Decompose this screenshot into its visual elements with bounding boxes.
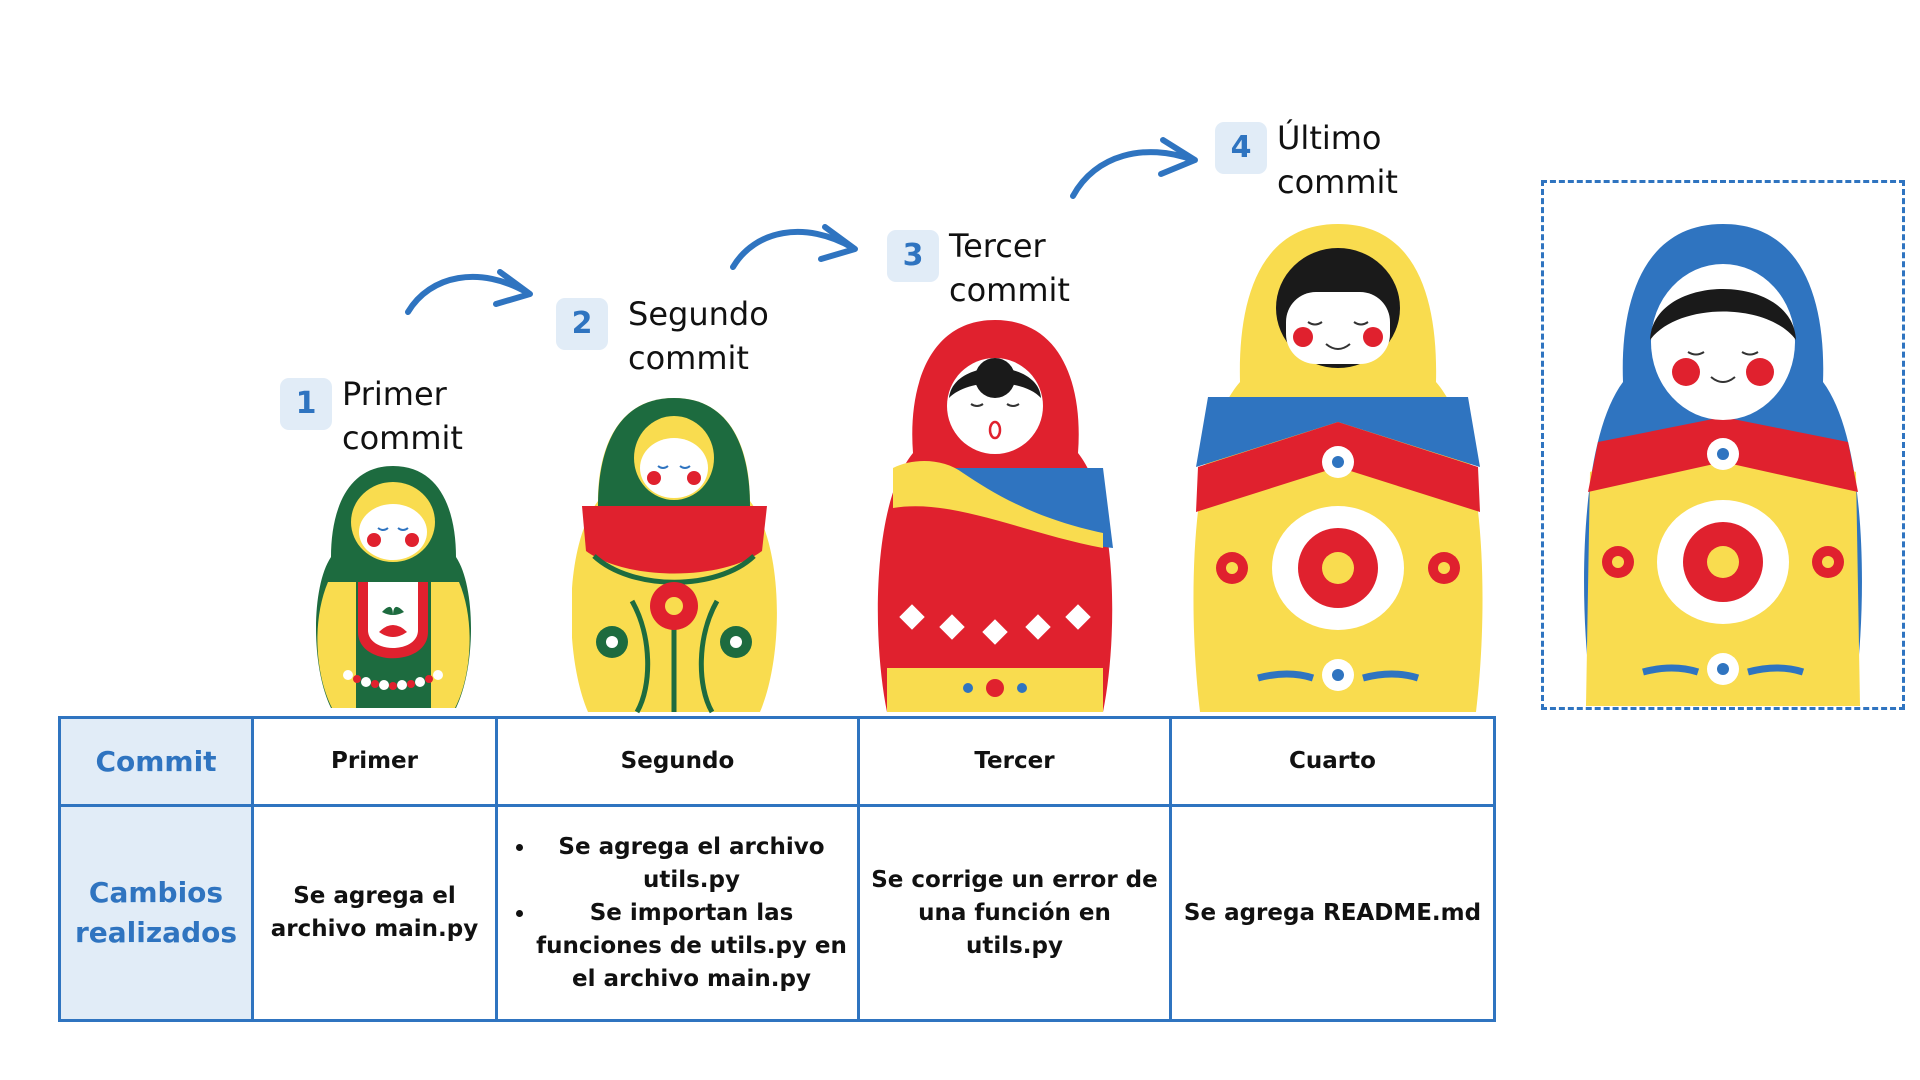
arrow-1-to-2 — [405, 269, 533, 315]
step-2: 2 Segundo commit — [556, 292, 769, 380]
commit-name: Cuarto — [1169, 716, 1496, 807]
step-1-label: Primer commit — [342, 375, 463, 457]
step-3: 3 Tercer commit — [887, 224, 1070, 312]
change-description: Se agrega README.md — [1169, 804, 1496, 1022]
row-header-changes: Cambios realizados — [58, 804, 254, 1022]
change-item: Se agrega el archivo utils.py — [536, 831, 847, 897]
doll-1-green — [316, 466, 471, 708]
step-3-label: Tercer commit — [949, 227, 1070, 309]
step-1: 1 Primer commit — [280, 372, 463, 460]
next-doll-placeholder — [1541, 180, 1905, 710]
doll-4-yellow — [1193, 224, 1483, 712]
step-3-badge: 3 — [887, 230, 939, 282]
commit-name: Primer — [251, 716, 498, 807]
arrow-3-to-4 — [1070, 137, 1198, 199]
change-item: Se importan las funciones de utils.py en… — [536, 897, 847, 996]
step-2-label: Segundo commit — [628, 295, 769, 377]
commit-table: Commit Primer Segundo Tercer Cuarto Camb… — [58, 716, 1496, 1022]
change-description: Se agrega el archivo main.py — [251, 804, 498, 1022]
change-list-cell: Se agrega el archivo utils.py Se importa… — [495, 804, 860, 1022]
doll-2-green — [572, 398, 777, 714]
step-1-badge: 1 — [280, 378, 332, 430]
changes-row: Cambios realizados Se agrega el archivo … — [58, 804, 1496, 1022]
step-4-badge: 4 — [1215, 122, 1267, 174]
row-header-commit: Commit — [58, 716, 254, 807]
commit-row: Commit Primer Segundo Tercer Cuarto — [58, 716, 1496, 807]
step-2-badge: 2 — [556, 298, 608, 350]
step-4: 4 Último commit — [1215, 116, 1398, 204]
doll-3-red — [877, 320, 1113, 712]
doll-5-blue — [1584, 224, 1862, 706]
commit-name: Segundo — [495, 716, 860, 807]
change-list: Se agrega el archivo utils.py Se importa… — [508, 831, 847, 996]
commit-name: Tercer — [857, 716, 1172, 807]
step-4-label: Último commit — [1277, 119, 1398, 201]
change-description: Se corrige un error de una función en ut… — [857, 804, 1172, 1022]
arrow-2-to-3 — [730, 224, 858, 270]
